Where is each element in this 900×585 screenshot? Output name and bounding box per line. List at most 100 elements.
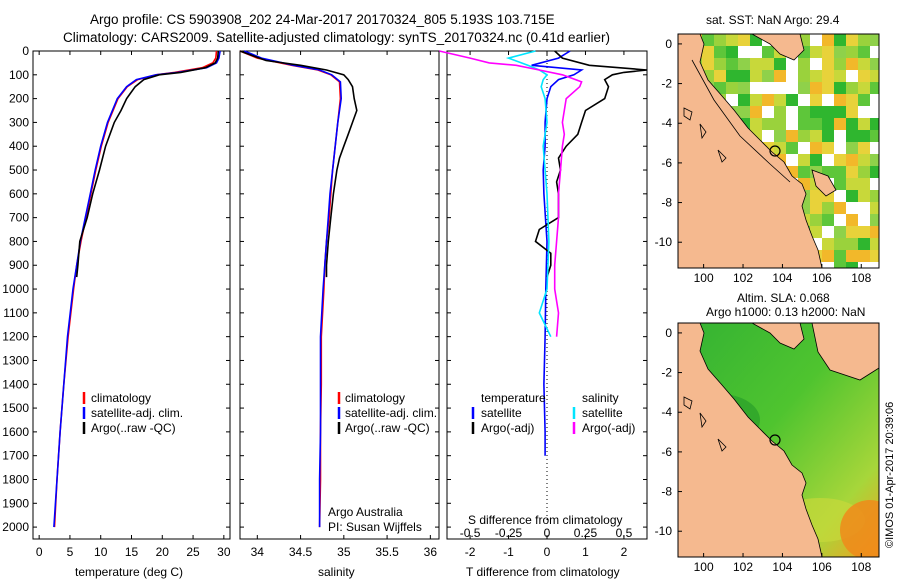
sst-cell bbox=[846, 166, 858, 178]
map-y-tick-label: 0 bbox=[665, 326, 672, 340]
sst-cell bbox=[750, 46, 762, 58]
series-line-climatology bbox=[239, 50, 342, 528]
y-tick-label: 400 bbox=[9, 139, 29, 153]
sst-cell bbox=[822, 238, 834, 250]
sst-cell bbox=[702, 58, 714, 70]
x-tick-label: 0 bbox=[544, 545, 551, 559]
sst-cell bbox=[822, 94, 834, 106]
y-tick-label: 1400 bbox=[2, 377, 29, 391]
series-line-argo-raw-qc- bbox=[75, 50, 220, 278]
x-tick-label: 2 bbox=[621, 545, 628, 559]
y-tick-label: 1300 bbox=[2, 353, 29, 367]
sst-cell bbox=[738, 46, 750, 58]
sst-cell bbox=[738, 94, 750, 106]
sst-cell bbox=[798, 106, 810, 118]
sst-cell bbox=[846, 34, 858, 46]
sst-cell bbox=[834, 106, 846, 118]
sst-cell bbox=[870, 262, 879, 268]
sst-cell bbox=[822, 34, 834, 46]
map-x-tick-label: 100 bbox=[694, 271, 714, 285]
x-tick-label: 15 bbox=[125, 545, 139, 559]
sst-cell bbox=[834, 70, 846, 82]
sst-cell bbox=[774, 94, 786, 106]
legend-t-satellite-label: satellite bbox=[481, 406, 522, 420]
map-y-tick-label: 0 bbox=[665, 37, 672, 51]
sst-cell bbox=[822, 130, 834, 142]
sst-cell bbox=[834, 214, 846, 226]
sst-cell bbox=[786, 58, 798, 70]
bangka-island bbox=[811, 169, 837, 197]
sst-cell bbox=[786, 118, 798, 130]
sst-cell bbox=[726, 46, 738, 58]
sst-cell bbox=[786, 154, 798, 166]
sst-cell bbox=[726, 70, 738, 82]
sst-cell bbox=[750, 106, 762, 118]
sst-cell bbox=[834, 142, 846, 154]
sst-cell bbox=[858, 202, 870, 214]
sst-cell bbox=[870, 142, 879, 154]
sst-cell bbox=[786, 106, 798, 118]
sst-cell bbox=[810, 202, 822, 214]
sst-cell bbox=[798, 166, 810, 178]
sst-cell bbox=[858, 106, 870, 118]
sst-cell bbox=[798, 142, 810, 154]
sst-cell bbox=[858, 118, 870, 130]
sst-cell bbox=[762, 106, 774, 118]
sst-cell bbox=[846, 154, 858, 166]
sst-cell bbox=[846, 190, 858, 202]
sst-cell bbox=[834, 238, 846, 250]
sst-cell bbox=[846, 214, 858, 226]
sst-cell bbox=[846, 118, 858, 130]
sst-cell bbox=[774, 142, 786, 154]
sst-cell bbox=[870, 82, 879, 94]
sst-cell bbox=[870, 238, 879, 250]
sst-cell bbox=[762, 118, 774, 130]
title-line-2: Climatology: CARS2009. Satellite-adjuste… bbox=[63, 30, 610, 45]
map-x-tick-label: 106 bbox=[812, 560, 832, 574]
y-tick-label: 600 bbox=[9, 187, 29, 201]
argo-position-marker bbox=[769, 145, 781, 157]
sst-cell bbox=[762, 46, 774, 58]
sst-cell bbox=[858, 154, 870, 166]
sst-cell bbox=[822, 58, 834, 70]
sst-cell bbox=[846, 106, 858, 118]
series-line-s-satellite bbox=[505, 50, 552, 338]
salinity-xlabel: salinity bbox=[318, 565, 355, 579]
sst-cell bbox=[798, 82, 810, 94]
sst-cell bbox=[846, 94, 858, 106]
sst-cell bbox=[834, 166, 846, 178]
y-tick-label: 900 bbox=[9, 258, 29, 272]
x-tick-label: -1 bbox=[503, 545, 514, 559]
x-tick-label: 10 bbox=[94, 545, 108, 559]
sst-cell bbox=[810, 130, 822, 142]
sumatra-land bbox=[678, 323, 823, 557]
x-tick-label: 30 bbox=[217, 545, 231, 559]
sst-cell bbox=[822, 262, 834, 268]
y-tick-label: 100 bbox=[9, 68, 29, 82]
sst-cell bbox=[798, 118, 810, 130]
sst-cell bbox=[762, 130, 774, 142]
map-x-tick-label: 108 bbox=[851, 271, 871, 285]
sst-cell bbox=[774, 130, 786, 142]
difference-legend: temperature salinity satellite Argo(-adj… bbox=[471, 391, 635, 435]
sst-cell bbox=[774, 82, 786, 94]
map-x-tick-label: 104 bbox=[772, 271, 792, 285]
sst-cell bbox=[762, 82, 774, 94]
y-tick-label: 1700 bbox=[2, 449, 29, 463]
sst-cell bbox=[762, 94, 774, 106]
sst-cell bbox=[738, 106, 750, 118]
y-tick-label: 1600 bbox=[2, 425, 29, 439]
sst-cell bbox=[810, 106, 822, 118]
sst-cell bbox=[834, 34, 846, 46]
s-tick-label: 0 bbox=[544, 526, 551, 540]
sst-cell bbox=[870, 34, 879, 46]
sst-cell bbox=[750, 58, 762, 70]
sumatra-land bbox=[678, 34, 823, 268]
sst-cell bbox=[858, 70, 870, 82]
sst-cell bbox=[822, 214, 834, 226]
sst-cell bbox=[786, 82, 798, 94]
s-tick-label: 0.5 bbox=[616, 526, 633, 540]
sst-cell bbox=[858, 226, 870, 238]
sst-cell bbox=[822, 154, 834, 166]
